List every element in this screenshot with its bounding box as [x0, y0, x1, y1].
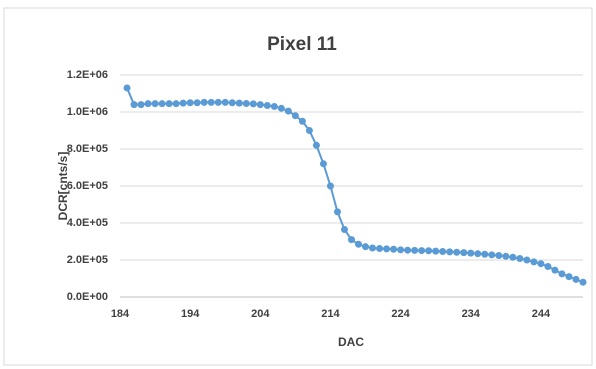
data-point	[123, 84, 131, 92]
data-point	[277, 104, 285, 112]
data-point	[221, 98, 229, 106]
data-point	[369, 244, 377, 252]
x-tick-label: 194	[181, 308, 200, 320]
data-point	[151, 100, 159, 108]
data-point	[509, 253, 517, 261]
y-tick-label: 2.0E+05	[67, 254, 108, 266]
data-point	[488, 251, 496, 259]
data-point	[572, 275, 580, 283]
data-point	[179, 99, 187, 107]
data-point	[558, 270, 566, 278]
data-point	[235, 99, 243, 107]
y-tick-label: 6.0E+05	[67, 180, 108, 192]
data-point	[551, 266, 559, 274]
data-point	[404, 246, 412, 254]
y-axis-label: DCR[cnts/s]	[56, 152, 70, 221]
x-tick-label: 214	[321, 308, 340, 320]
data-point	[376, 245, 384, 253]
data-point	[298, 117, 306, 125]
data-point	[439, 247, 447, 255]
data-point	[172, 100, 180, 108]
data-point	[481, 250, 489, 258]
data-point	[411, 246, 419, 254]
x-tick-label: 244	[532, 308, 551, 320]
data-point	[242, 99, 250, 107]
data-point	[579, 278, 587, 286]
chart-title: Pixel 11	[267, 34, 337, 55]
data-point	[418, 247, 426, 255]
data-point	[228, 99, 236, 107]
data-point	[249, 100, 257, 108]
data-point	[305, 127, 313, 134]
data-point	[158, 100, 166, 108]
data-point	[270, 102, 278, 110]
data-point	[362, 243, 370, 251]
data-point	[502, 252, 510, 260]
data-point	[390, 245, 398, 253]
data-point	[340, 225, 348, 233]
y-tick-label: 8.0E+05	[67, 143, 108, 155]
data-point	[523, 256, 531, 264]
x-tick-label: 204	[251, 308, 270, 320]
x-axis-label: DAC	[338, 335, 364, 349]
data-point	[186, 99, 194, 107]
data-point	[207, 98, 215, 106]
y-tick-label: 1.2E+06	[67, 69, 108, 81]
data-point	[256, 101, 264, 109]
data-point	[432, 247, 440, 255]
data-point	[144, 100, 152, 108]
data-point	[137, 101, 145, 109]
data-point	[263, 102, 271, 110]
y-tick-label: 0.0E+00	[67, 291, 108, 303]
data-point	[474, 250, 482, 258]
data-point	[544, 262, 552, 270]
y-tick-label: 4.0E+05	[67, 217, 108, 229]
x-tick-label: 234	[462, 308, 481, 320]
data-point	[312, 141, 320, 149]
data-point	[291, 112, 299, 120]
data-point	[425, 247, 433, 255]
data-point	[537, 260, 545, 268]
data-point	[214, 98, 222, 106]
x-tick-label: 184	[111, 308, 130, 320]
x-tick-label: 224	[391, 308, 410, 320]
data-point	[165, 100, 173, 108]
data-point	[193, 99, 201, 107]
data-point	[460, 249, 468, 257]
data-point	[467, 249, 475, 257]
data-point	[130, 101, 138, 109]
data-point	[453, 248, 461, 256]
data-point	[326, 182, 334, 190]
data-point	[446, 248, 454, 256]
data-point	[495, 252, 503, 260]
data-point	[565, 273, 573, 281]
data-point	[348, 236, 355, 244]
data-point	[333, 208, 341, 216]
y-tick-label: 1.0E+06	[67, 106, 108, 118]
data-point	[397, 246, 405, 254]
data-point	[355, 240, 363, 248]
data-point	[200, 98, 208, 106]
data-point	[284, 107, 292, 115]
data-point	[530, 258, 538, 266]
data-point	[383, 245, 391, 253]
data-point	[319, 160, 327, 168]
data-point	[516, 255, 524, 263]
